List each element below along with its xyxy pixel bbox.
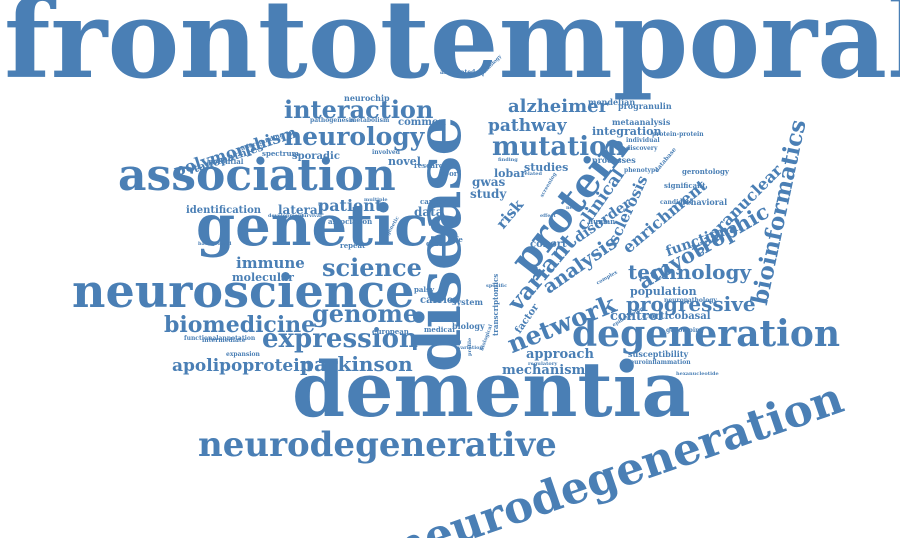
word-biology: biology: [452, 322, 485, 330]
word-genome: genome: [312, 302, 418, 326]
word-molecular: molecular: [232, 272, 294, 283]
word-effect: effect: [540, 214, 556, 219]
word-study: study: [470, 188, 506, 200]
word-discovery: discovery: [626, 146, 657, 152]
word-case: case: [426, 240, 443, 247]
word-neurodegenerative: neurodegenerative: [198, 428, 557, 462]
word-european: european: [372, 328, 409, 335]
word-hexanucleotide: hexanucleotide: [676, 372, 719, 377]
word-development: development: [268, 214, 304, 219]
word-complex: complex: [596, 270, 619, 286]
word-neuroinflammation: neuroinflammation: [626, 360, 691, 366]
word-individual: individual: [626, 138, 660, 144]
word-population: population: [630, 286, 697, 297]
word-technology: technology: [628, 262, 751, 282]
word-science: science: [322, 256, 422, 280]
word-finding: finding: [498, 158, 518, 163]
word-system: system: [452, 298, 483, 306]
word-cancer: cancer: [420, 198, 446, 205]
word-corticobasal: corticobasal: [642, 312, 711, 322]
word-palsy: palsy: [414, 286, 434, 293]
word-frontotemporal: frontotemporal: [4, 0, 900, 94]
word-biomedicine: biomedicine: [164, 314, 315, 336]
word-susceptibility: susceptibility: [628, 350, 688, 358]
word-medical: medical: [424, 326, 455, 333]
word-human: human: [588, 218, 615, 225]
word-expansion: expansion: [226, 352, 260, 358]
word-neuron: neuron: [566, 206, 586, 211]
word-profile: profile: [468, 338, 473, 356]
word-binding: binding: [440, 340, 462, 345]
word-cohort: cohort: [530, 240, 567, 250]
word-multiple: multiple: [364, 198, 388, 203]
word-background: background: [198, 242, 231, 247]
word-associated: associated: [440, 70, 475, 76]
word-parkinson: parkinson: [300, 354, 413, 374]
word-neurochip: neurochip: [344, 94, 390, 102]
word-identification: identification: [186, 206, 261, 216]
word-immune: immune: [236, 256, 305, 271]
word-gerontology: gerontology: [682, 168, 729, 175]
word-neuropathology: neuropathology: [664, 298, 717, 304]
word-sporadic: sporadic: [292, 152, 340, 162]
word-survival: survival: [300, 214, 322, 219]
word-metaanalysis: metaanalysis: [612, 118, 670, 126]
word-spectrum: spectrum: [262, 150, 299, 157]
word-related: related: [522, 172, 542, 177]
word-specific: specific: [486, 284, 507, 289]
word-association: association: [118, 154, 396, 198]
word-potential: potential: [208, 158, 243, 165]
word-approach: approach: [526, 348, 594, 361]
word-repeat: repeat: [340, 242, 365, 249]
word-pathogenesis: pathogenesis: [310, 118, 354, 124]
word-c9orf: c9orf: [440, 170, 461, 177]
word-progranulin: progranulin: [618, 102, 672, 110]
word-research: research: [414, 162, 448, 169]
word-apolipoprotein: apolipoprotein: [172, 358, 312, 375]
word-involved: involved: [372, 150, 400, 156]
word-processes: processes: [592, 156, 636, 164]
word-common: common: [398, 118, 446, 128]
word-life: life: [450, 236, 463, 243]
word-database: database: [654, 147, 678, 174]
word-significant: significant: [664, 182, 705, 189]
word-regulatory: regulatory: [528, 362, 557, 367]
word-metabolism: metabolism: [350, 118, 389, 124]
word-data: data: [414, 206, 443, 218]
word-candidate: candidate: [660, 200, 693, 206]
word-association-small: association: [328, 218, 372, 225]
word-genotyping: genotyping: [666, 328, 704, 334]
word-functionalannotation: functionalannotation: [184, 336, 255, 342]
word-pathway: pathway: [488, 118, 567, 135]
